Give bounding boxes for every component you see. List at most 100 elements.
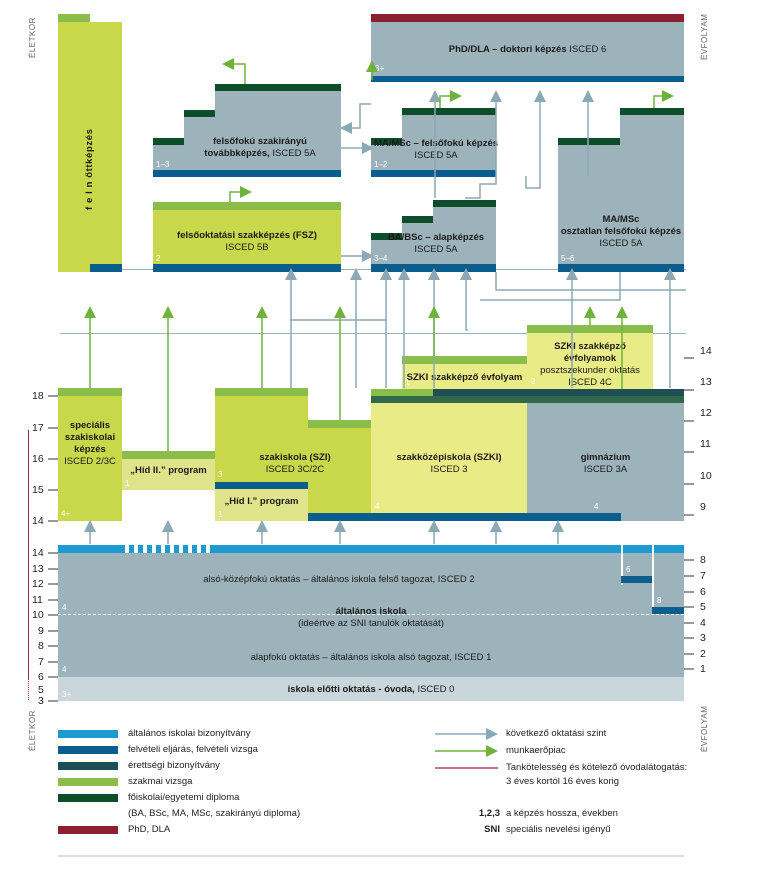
altalanos-iskola-box bbox=[58, 553, 684, 677]
fszt-diploma-step bbox=[215, 84, 341, 91]
grade-tick: 11 bbox=[700, 438, 711, 450]
gym8-divider bbox=[652, 545, 654, 615]
ma-box bbox=[402, 115, 496, 170]
legend-label: (BA, BSc, MA, MSc, szakirányú diploma) bbox=[128, 808, 301, 819]
age-tick: 8 bbox=[38, 640, 44, 652]
osztatlan-diploma-step bbox=[558, 138, 621, 145]
legend-label: szakmai vizsga bbox=[128, 776, 193, 787]
tankoteles-line-dotted bbox=[28, 678, 29, 700]
ba-box-step bbox=[402, 223, 434, 264]
alapfoku-length: 4 bbox=[62, 665, 67, 674]
altalanos-bizonyitvany-bar bbox=[58, 545, 684, 553]
szki-ev-box bbox=[402, 364, 527, 389]
fszt-diploma-step bbox=[184, 110, 216, 117]
grade-tick: 12 bbox=[700, 407, 712, 419]
szi-length: 3 bbox=[218, 470, 223, 479]
szi-title: szakiskola (SZI) ISCED 3C/2C bbox=[259, 452, 331, 475]
fszt-box-step bbox=[184, 117, 216, 170]
age-tick: 10 bbox=[32, 609, 44, 621]
grade-tick: 5 bbox=[700, 601, 706, 613]
legend-label: érettségi bizonyítvány bbox=[128, 760, 220, 771]
gym6-length: 6 bbox=[626, 565, 631, 574]
szi-box bbox=[215, 396, 308, 482]
legend-label: PhD, DLA bbox=[128, 824, 171, 835]
legend-label: felvételi eljárás, felvételi vizsga bbox=[128, 744, 258, 755]
ovoda-title: iskola előtti oktatás - óvoda, ISCED 0 bbox=[287, 684, 455, 695]
gym6-entry-bar bbox=[621, 576, 652, 583]
felnottkepzes-box bbox=[58, 22, 122, 272]
hid1-length: 1 bbox=[218, 510, 223, 519]
age-tick: 15 bbox=[32, 484, 44, 496]
ma-diploma-step bbox=[402, 108, 496, 115]
tagozat-divider bbox=[58, 614, 684, 615]
grade-tick: 7 bbox=[700, 570, 706, 582]
grade-tick: 3 bbox=[700, 632, 706, 644]
age-tick: 14 bbox=[32, 547, 44, 559]
specialis-box bbox=[58, 396, 122, 521]
ba-length: 3–4 bbox=[374, 254, 388, 263]
hid2-exam-bar bbox=[122, 451, 215, 459]
hid1-title: „Híd I.” program bbox=[224, 496, 299, 507]
legend-swatch-bizonyitvany bbox=[58, 730, 118, 738]
szkozep-length: 4 bbox=[375, 502, 380, 511]
grid-line bbox=[60, 333, 686, 334]
specialis-title: speciális szakiskolai képzés ISCED 2/3C bbox=[64, 420, 116, 467]
age-tick: 6 bbox=[38, 671, 44, 683]
szkozep-box bbox=[371, 403, 527, 513]
grade-tick: 13 bbox=[700, 376, 712, 388]
osztatlan-box-step bbox=[558, 145, 621, 264]
gimnazium-entry-bar bbox=[527, 513, 621, 521]
osztatlan-entry-bar bbox=[558, 264, 684, 272]
szki-ev-length: 1 bbox=[405, 378, 410, 387]
age-tick: 14 bbox=[32, 515, 44, 527]
legend-label: következő oktatási szint bbox=[506, 728, 607, 739]
alapfoku-title: alapfokú oktatás – általános iskola alsó… bbox=[250, 652, 492, 663]
legend-label: munkaerőpiac bbox=[506, 745, 566, 756]
gym8-length: 8 bbox=[657, 596, 662, 605]
grade-tick: 14 bbox=[700, 345, 712, 357]
legend-label: általános iskolai bizonyítvány bbox=[128, 728, 251, 739]
alsokozep-length: 4 bbox=[62, 603, 67, 612]
altalanos-title: általános iskola (ideértve az SNI tanulók… bbox=[298, 606, 444, 629]
age-tick: 7 bbox=[38, 656, 44, 668]
legend-swatch-phd bbox=[58, 826, 118, 834]
hid2-length: 1 bbox=[125, 479, 130, 488]
ma-length: 1–2 bbox=[374, 160, 388, 169]
erettsegi-bar bbox=[433, 389, 684, 396]
gym6-divider bbox=[621, 545, 623, 585]
hid1-box bbox=[215, 489, 308, 521]
legend-key: SNI bbox=[484, 824, 500, 835]
fsz-entry-bar bbox=[153, 264, 341, 272]
legend-label: a képzés hossza, években bbox=[506, 808, 618, 819]
felnott-entry-bar bbox=[90, 264, 122, 272]
szkozep-exam-bar bbox=[371, 389, 433, 396]
legend-key: 1,2,3 bbox=[478, 808, 500, 819]
specialis-exam-bar bbox=[58, 388, 122, 396]
age-tick: 12 bbox=[32, 578, 44, 590]
szi-exam-bar bbox=[215, 388, 308, 396]
age-tick: 3 bbox=[38, 695, 44, 707]
ba-box-step bbox=[371, 240, 403, 264]
fszt-entry-bar bbox=[153, 170, 341, 177]
grade-tick: 6 bbox=[700, 586, 706, 598]
ma-diploma-step bbox=[371, 138, 403, 145]
ma-box-step bbox=[371, 145, 403, 170]
fszt-box-step bbox=[153, 145, 185, 170]
legend-label: speciális nevelési igényű bbox=[506, 824, 611, 835]
bizonyitvany-dashed-segment bbox=[125, 545, 215, 553]
age-tick: 11 bbox=[32, 594, 43, 606]
ba-diploma-step bbox=[433, 200, 496, 207]
fsz-exam-bar bbox=[153, 202, 341, 210]
osztatlan-diploma-step bbox=[620, 108, 684, 115]
legend-label: 3 éves kortól 16 éves korig bbox=[506, 776, 620, 787]
erettsegi-bar-2 bbox=[371, 396, 684, 403]
age-tick: 5 bbox=[38, 684, 44, 696]
fszt-box bbox=[215, 91, 341, 170]
gym8-entry-bar bbox=[652, 607, 684, 614]
grade-tick: 1 bbox=[700, 663, 706, 675]
szi-entry-bar bbox=[215, 482, 308, 489]
hid2-box bbox=[122, 459, 215, 490]
legend-swatch-szakmai bbox=[58, 778, 118, 786]
ovoda-length: 3+ bbox=[62, 690, 72, 699]
